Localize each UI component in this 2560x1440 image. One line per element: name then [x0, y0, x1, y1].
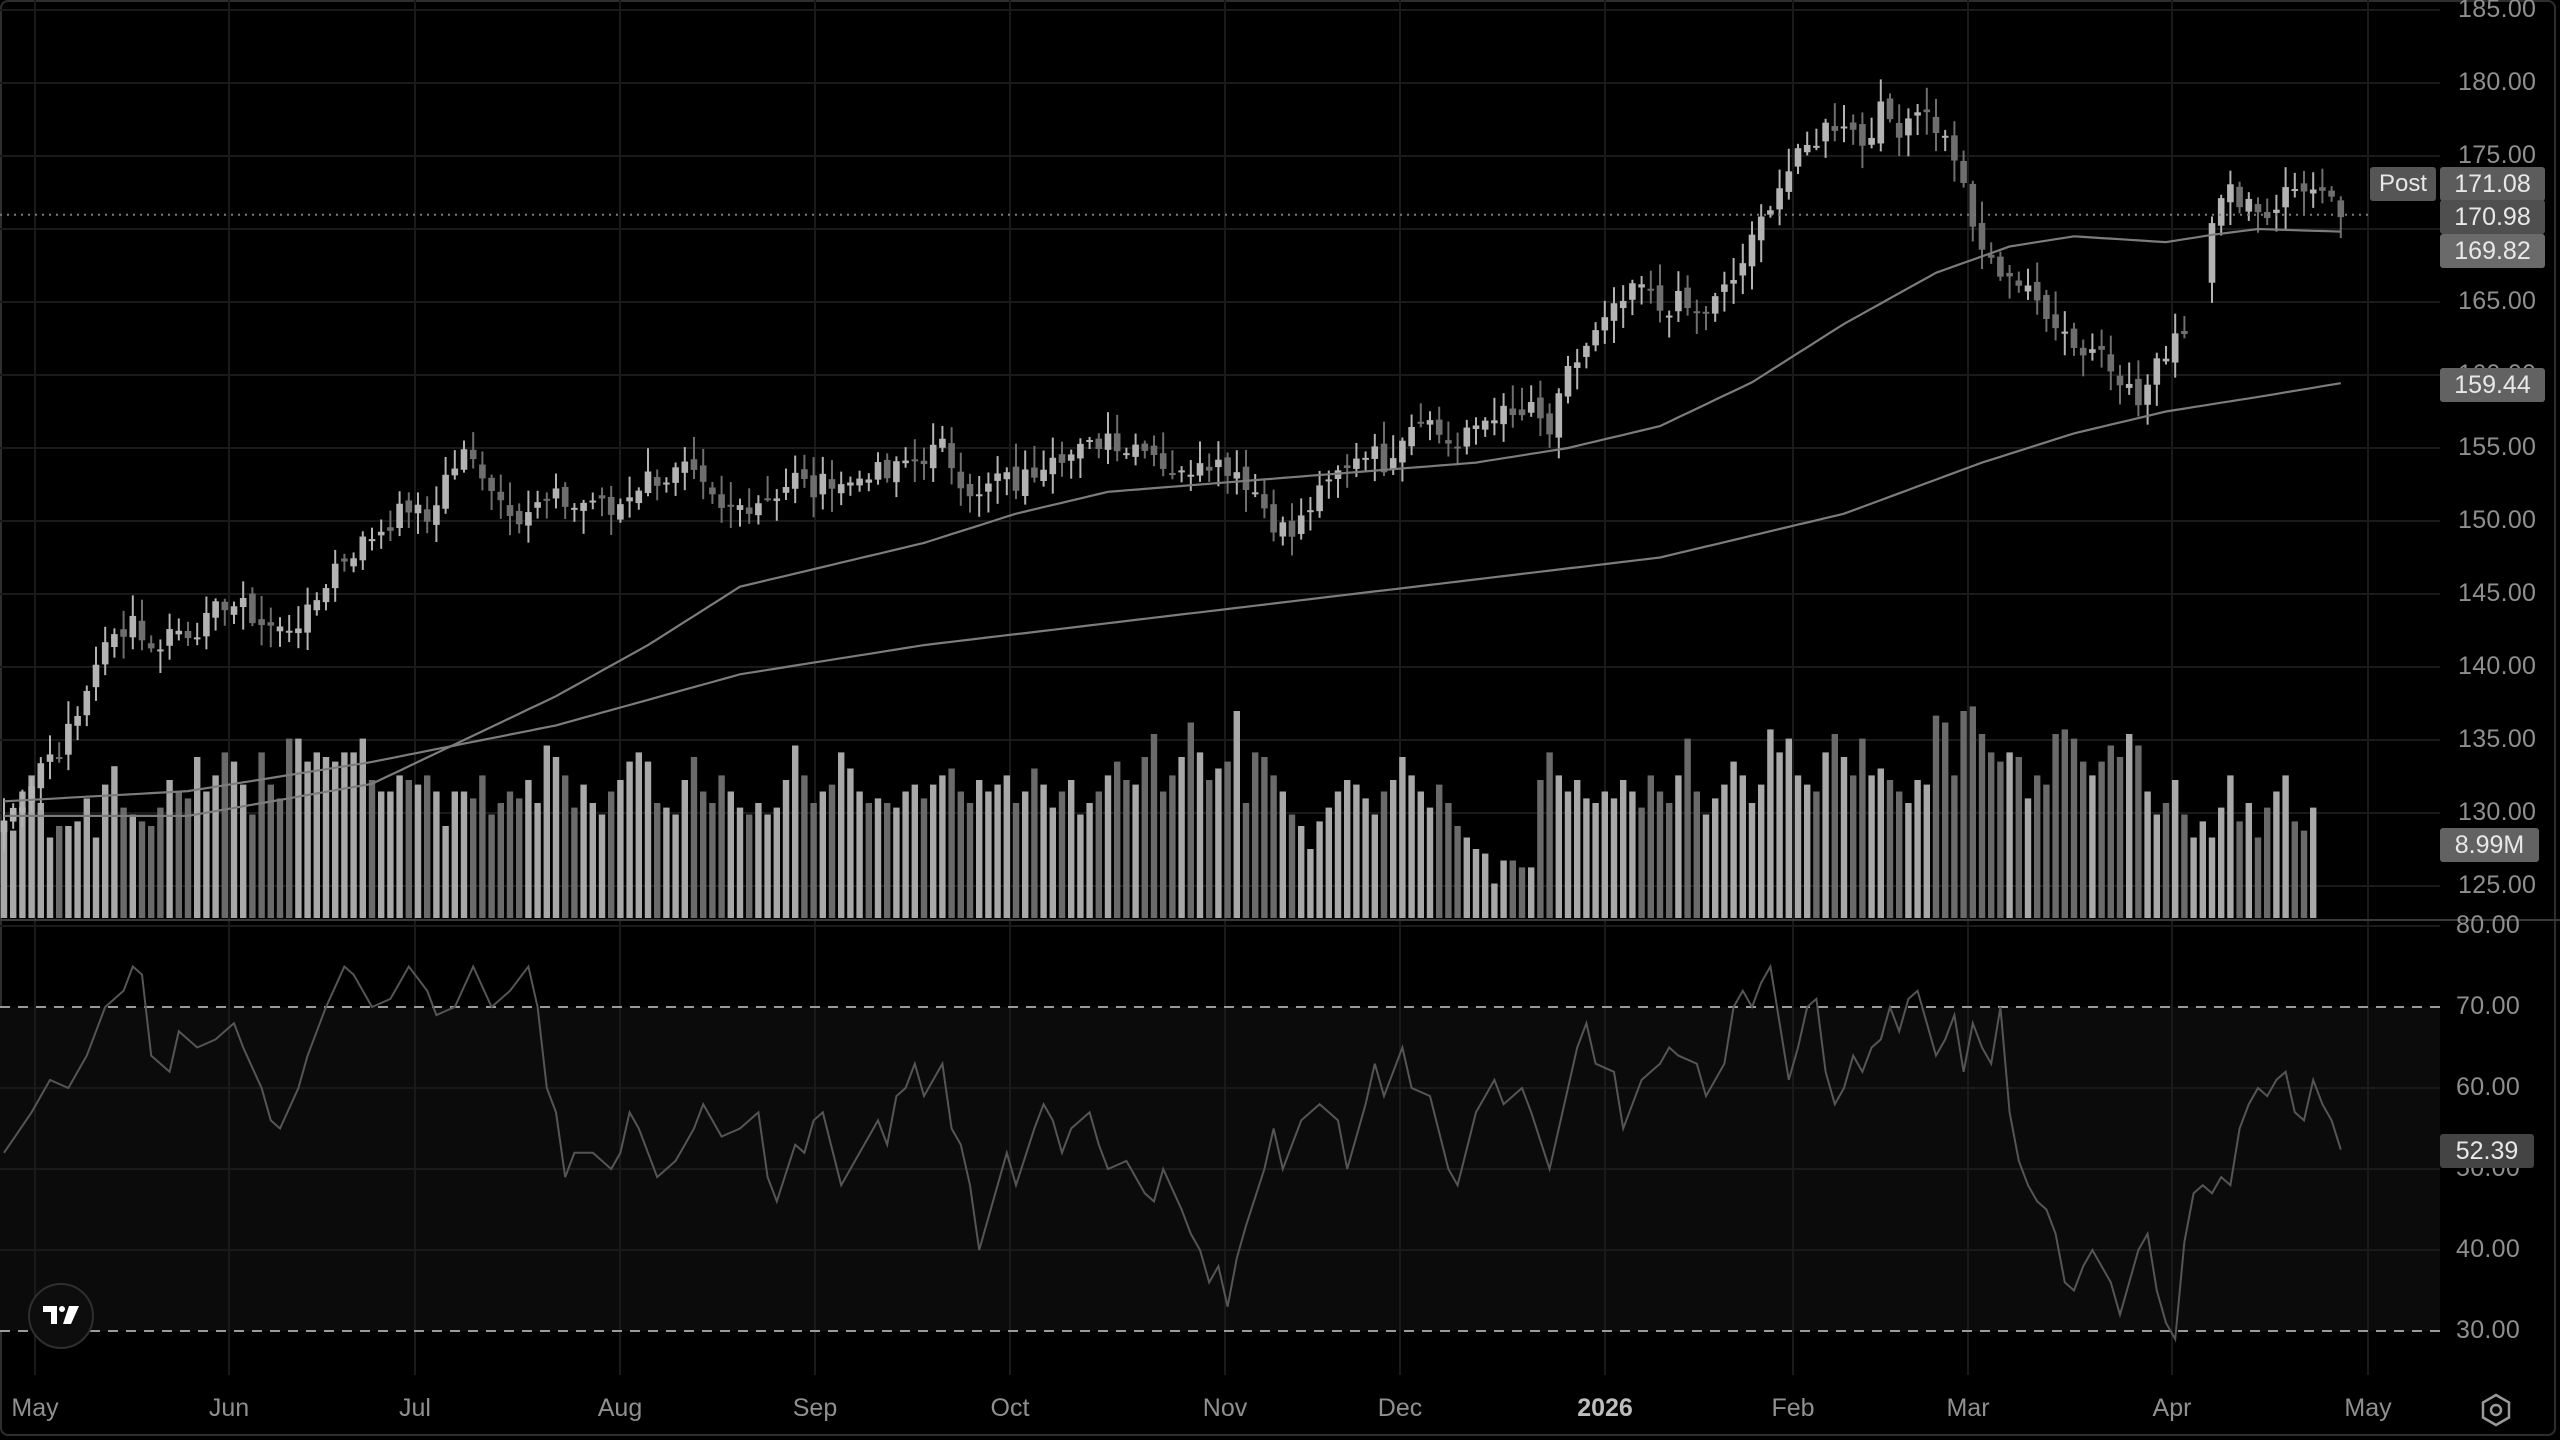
time-axis-label: Sep — [792, 1394, 838, 1422]
settings-gear-icon[interactable] — [2478, 1392, 2514, 1428]
time-axis-label: Jun — [208, 1394, 250, 1422]
ma-slow-price-tag: 159.44 — [2440, 368, 2545, 402]
time-axis-label: May — [2344, 1394, 2392, 1422]
time-axis-label: Apr — [2152, 1394, 2192, 1422]
time-axis-label: 2026 — [1577, 1394, 1633, 1422]
price-axis-tick: 185.00 — [2458, 0, 2537, 23]
rsi-axis-tick: 70.00 — [2456, 992, 2521, 1020]
rsi-axis-tick: 60.00 — [2456, 1073, 2521, 1101]
time-axis-label: Feb — [1771, 1394, 1815, 1422]
ma200-line — [3, 382, 2341, 803]
time-axis-label: Nov — [1202, 1394, 1248, 1422]
rsi-line — [3, 963, 2342, 1343]
time-axis-label: Dec — [1377, 1394, 1423, 1422]
rsi-value-tag: 52.39 — [2440, 1134, 2534, 1168]
price-axis-tick: 180.00 — [2458, 68, 2537, 96]
price-axis-tick: 175.00 — [2458, 141, 2537, 169]
time-axis-label: May — [11, 1394, 59, 1422]
time-axis-label: Mar — [1946, 1394, 1990, 1422]
rsi-axis-tick: 30.00 — [2456, 1316, 2521, 1344]
tradingview-logo-icon — [43, 1306, 79, 1324]
post-market-price-tag: 171.08 — [2440, 167, 2545, 201]
price-axis-tick: 140.00 — [2458, 652, 2537, 680]
price-axis-tick: 155.00 — [2458, 433, 2537, 461]
price-axis-tick: 130.00 — [2458, 798, 2537, 826]
ma-fast-price-tag: 169.82 — [2440, 234, 2545, 268]
rsi-axis-tick: 40.00 — [2456, 1235, 2521, 1263]
price-axis-tick: 135.00 — [2458, 725, 2537, 753]
time-axis-label: Jul — [399, 1394, 431, 1422]
ma50-line — [4, 227, 2341, 817]
rsi-axis-tick: 80.00 — [2456, 911, 2521, 939]
last-price-tag: 170.98 — [2440, 200, 2545, 234]
time-axis-label: Aug — [597, 1394, 643, 1422]
post-market-label: Post — [2370, 167, 2436, 201]
price-axis-tick: 125.00 — [2458, 871, 2537, 899]
tradingview-logo[interactable] — [28, 1283, 94, 1349]
time-axis-label: Oct — [990, 1394, 1030, 1422]
price-axis-tick: 145.00 — [2458, 579, 2537, 607]
volume-tag: 8.99M — [2440, 828, 2539, 862]
price-axis-tick: 150.00 — [2458, 506, 2537, 534]
price-axis-tick: 165.00 — [2458, 287, 2537, 315]
